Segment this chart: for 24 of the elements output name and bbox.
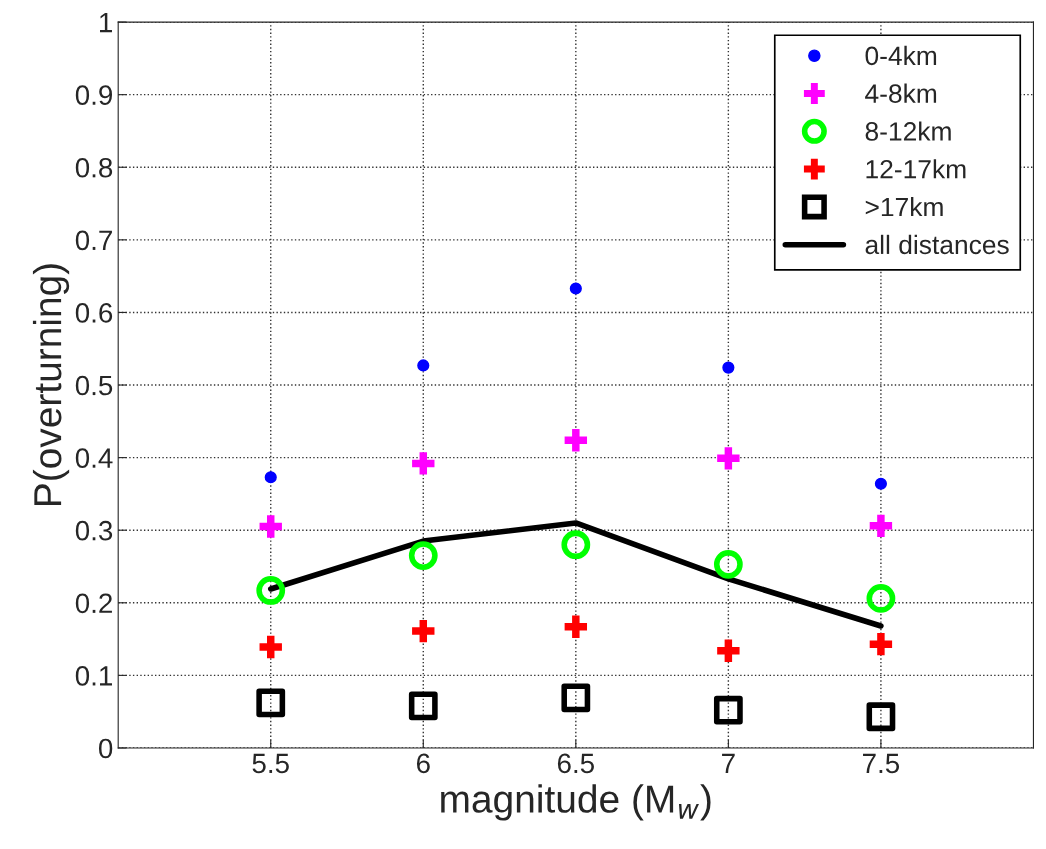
y-tick-label: 0.8 <box>75 157 113 178</box>
x-tick-label: 5.5 <box>252 753 289 774</box>
x-tick-label: 7.5 <box>863 753 900 774</box>
y-axis-title: P(overturning) <box>32 264 70 506</box>
legend-label: 8-12km <box>865 121 951 141</box>
x-tick-label: 6.5 <box>557 753 594 774</box>
x-tick-label: 7 <box>722 753 735 773</box>
y-tick-label: 1 <box>100 13 112 33</box>
legend-label: 0-4km <box>865 45 937 66</box>
y-tick-label: 0 <box>98 738 113 759</box>
x-tick-label: 6 <box>416 753 430 774</box>
legend-label: all distances <box>865 234 1009 255</box>
legend-label: >17km <box>865 197 943 217</box>
y-tick-label: 0.9 <box>75 85 113 105</box>
y-tick-label: 0.3 <box>75 520 113 541</box>
legend-label: 12-17km <box>866 159 966 179</box>
legend-label: 4-8km <box>865 83 937 103</box>
y-tick-label: 0.2 <box>75 593 112 614</box>
y-tick-label: 0.5 <box>75 375 113 396</box>
y-tick-label: 0.4 <box>75 448 113 468</box>
y-tick-label: 0.7 <box>75 230 112 251</box>
y-tick-label: 0.1 <box>75 666 112 686</box>
y-tick-label: 0.6 <box>75 303 113 323</box>
x-axis-title: magnitude (M$_{w}$) <box>441 784 711 821</box>
